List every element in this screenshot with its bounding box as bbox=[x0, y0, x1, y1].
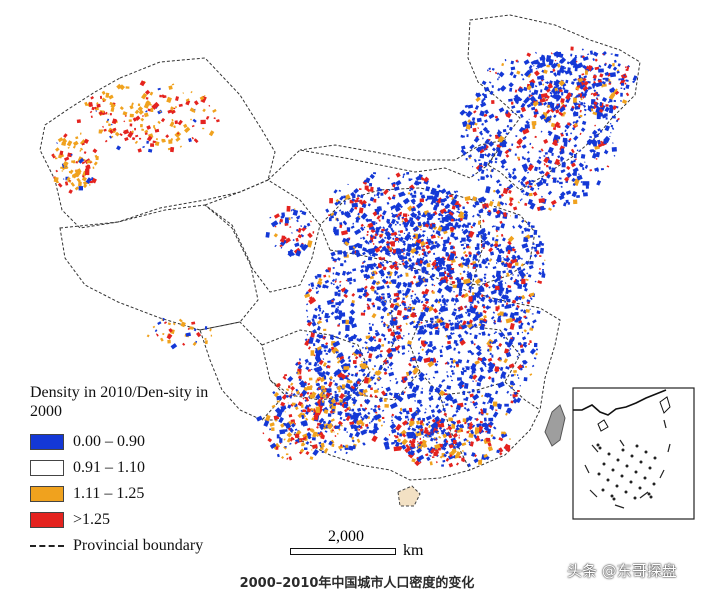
legend-label-boundary: Provincial boundary bbox=[73, 537, 204, 554]
legend-item-medium: 1.11 – 1.25 bbox=[30, 481, 260, 507]
watermark: 头条 @东哥探盘 bbox=[567, 562, 677, 580]
legend-title: Density in 2010/Den-sity in 2000 bbox=[30, 384, 209, 420]
legend-swatch-stable bbox=[30, 460, 64, 476]
legend-item-low: 0.00 – 0.90 bbox=[30, 429, 260, 455]
map-legend: Density in 2010/Den-sity in 2000 0.00 – … bbox=[30, 383, 260, 559]
legend-label-stable: 0.91 – 1.10 bbox=[73, 459, 145, 476]
figure-caption: 2000–2010年中国城市人口密度的变化 bbox=[239, 576, 475, 591]
legend-item-high: >1.25 bbox=[30, 507, 260, 533]
legend-swatch-high bbox=[30, 512, 64, 528]
scale-bar: 2,000 km bbox=[290, 528, 440, 564]
legend-item-boundary: Provincial boundary bbox=[30, 533, 260, 559]
legend-swatch-medium bbox=[30, 486, 64, 502]
hainan-island bbox=[397, 485, 421, 507]
taiwan-island bbox=[544, 404, 566, 447]
south-china-sea-inset bbox=[572, 387, 695, 520]
scale-unit: km bbox=[403, 542, 424, 559]
scale-value: 2,000 bbox=[328, 528, 364, 545]
legend-item-stable: 0.91 – 1.10 bbox=[30, 455, 260, 481]
legend-swatch-low bbox=[30, 434, 64, 450]
legend-label-medium: 1.11 – 1.25 bbox=[73, 485, 145, 502]
legend-label-low: 0.00 – 0.90 bbox=[73, 433, 145, 450]
density-patches bbox=[51, 46, 638, 468]
scale-bar-graphic bbox=[290, 548, 396, 555]
boundary-line-sample bbox=[30, 545, 64, 547]
legend-label-high: >1.25 bbox=[73, 511, 111, 528]
